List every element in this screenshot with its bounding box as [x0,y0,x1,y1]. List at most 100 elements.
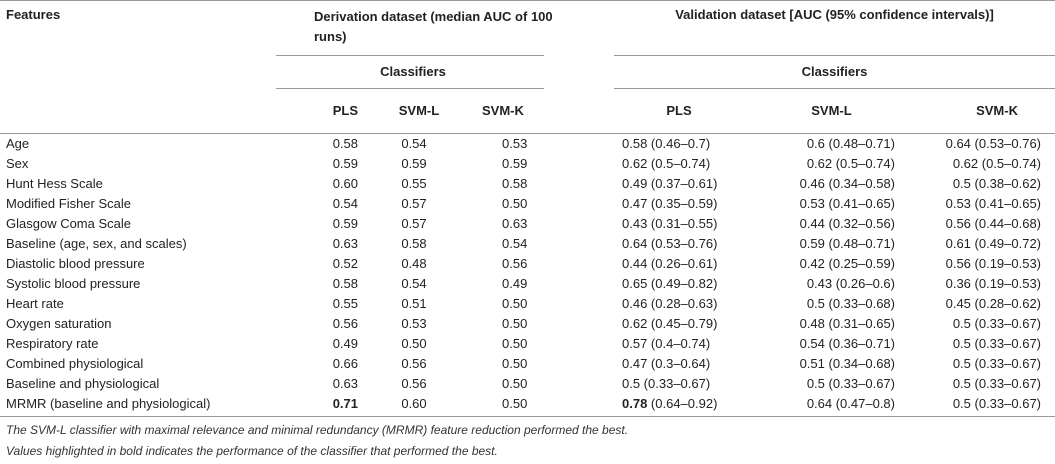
header-bottom-rule [0,133,1055,134]
feature-cell: Modified Fisher Scale [6,195,131,211]
feature-cell: Respiratory rate [6,335,99,351]
derivation-svml-cell: 0.56 [401,355,427,371]
table-bottom-rule [0,416,1055,417]
derivation-pls-cell: 0.49 [332,335,358,351]
derivation-svmk-cell: 0.53 [502,135,528,151]
validation-svml-cell: 0.59 (0.48–0.71) [799,235,895,251]
derivation-dataset-header: Derivation dataset (median AUC of 100 ru… [314,9,553,44]
table-row: MRMR (baseline and physiological) 0.71 0.6… [0,393,1055,413]
validation-svmk-cell: 0.56 (0.19–0.53) [945,255,1042,271]
table-row: Diastolic blood pressure 0.52 0.48 0.56 0.44… [0,253,1055,273]
derivation-svmk-cell: 0.59 [502,155,528,171]
validation-svmk-cell: 0.5 (0.33–0.67) [952,375,1042,391]
derivation-svml-cell: 0.58 [401,235,427,251]
table-row: Modified Fisher Scale 0.54 0.57 0.50 0.47 (0… [0,193,1055,213]
derivation-svml-cell: 0.48 [401,255,427,271]
table-row: Baseline and physiological 0.63 0.56 0.50 0.… [0,373,1055,393]
validation-svmk-cell: 0.61 (0.49–0.72) [945,235,1042,251]
derivation-classifiers-header: Classifiers [380,63,446,79]
validation-svml-cell: 0.48 (0.31–0.65) [799,315,895,331]
feature-cell: Systolic blood pressure [6,275,141,291]
derivation-svmk-cell: 0.56 [502,255,528,271]
table-row: Respiratory rate 0.49 0.50 0.50 0.57 (0.4–0.… [0,333,1055,353]
validation-svml-cell: 0.6 (0.48–0.71) [806,135,895,151]
validation-svml-header: SVM-L [811,102,852,118]
feature-cell: Combined physiological [6,355,144,371]
feature-cell: Oxygen saturation [6,315,112,331]
derivation-svml-header: SVM-L [398,102,440,118]
derivation-svml-cell: 0.53 [401,315,427,331]
derivation-svmk-cell: 0.50 [502,195,528,211]
derivation-svml-cell: 0.55 [401,175,427,191]
derivation-svml-cell: 0.50 [401,335,427,351]
derivation-pls-cell: 0.63 [332,375,358,391]
validation-pls-cell: 0.62 (0.45–0.79) [622,315,718,331]
validation-pls-header: PLS [666,102,692,118]
feature-cell: Diastolic blood pressure [6,255,145,271]
results-table: Features Derivation dataset (median AUC … [0,7,1055,413]
validation-svmk-cell: 0.56 (0.44–0.68) [945,215,1042,231]
derivation-pls-cell: 0.56 [332,315,358,331]
validation-pls-cell: 0.46 (0.28–0.63) [622,295,718,311]
validation-svml-cell: 0.44 (0.32–0.56) [799,215,895,231]
feature-cell: Baseline and physiological [6,375,160,391]
derivation-svml-cell: 0.57 [401,195,427,211]
table-row: Glasgow Coma Scale 0.59 0.57 0.63 0.43 (0.31… [0,213,1055,233]
table-row: Heart rate 0.55 0.51 0.50 0.46 (0.28–0.63) 0.… [0,293,1055,313]
validation-pls-cell: 0.5 (0.33–0.67) [622,375,711,391]
validation-svml-cell: 0.62 (0.5–0.74) [806,155,895,171]
table-row: Combined physiological 0.66 0.56 0.50 0.47 (… [0,353,1055,373]
validation-pls-cell: 0.47 (0.3–0.64) [622,355,711,371]
validation-svml-cell: 0.46 (0.34–0.58) [799,175,895,191]
derivation-svmk-cell: 0.54 [502,235,528,251]
derivation-classifiers-rule [276,55,544,56]
feature-cell: Hunt Hess Scale [6,175,103,191]
derivation-pls-cell: 0.52 [332,255,358,271]
derivation-pls-cell: 0.71 [332,395,358,411]
validation-svmk-cell: 0.5 (0.33–0.67) [952,355,1042,371]
derivation-pls-cell: 0.54 [332,195,358,211]
derivation-pls-cell: 0.58 [332,275,358,291]
features-header: Features [6,7,61,22]
table-row: Baseline (age, sex, and scales) 0.63 0.58 0… [0,233,1055,253]
feature-cell: Age [6,135,30,151]
feature-cell: Sex [6,155,29,171]
derivation-pls-cell: 0.58 [332,135,358,151]
derivation-svmk-cell: 0.58 [502,175,528,191]
confidence-interval: (0.64–0.92) [647,395,718,411]
feature-cell: Heart rate [6,295,64,311]
validation-pls-cell: 0.65 (0.49–0.82) [622,275,718,291]
validation-pls-cell: 0.62 (0.5–0.74) [622,155,711,171]
table-row: Hunt Hess Scale 0.60 0.55 0.58 0.49 (0.37–0.… [0,173,1055,193]
table-row: Systolic blood pressure 0.58 0.54 0.49 0.65 … [0,273,1055,293]
validation-svmk-cell: 0.5 (0.33–0.67) [952,335,1042,351]
validation-svml-cell: 0.51 (0.34–0.68) [799,355,895,371]
derivation-svml-cell: 0.56 [401,375,427,391]
validation-classifiers-rule [614,55,1055,56]
derivation-svmk-cell: 0.50 [502,375,528,391]
validation-pls-cell: 0.44 (0.26–0.61) [622,255,718,271]
validation-pls-cell: 0.47 (0.35–0.59) [622,195,718,211]
derivation-pls-cell: 0.66 [332,355,358,371]
table-row: Age 0.58 0.54 0.53 0.58 (0.46–0.7) 0.6 (0.48–… [0,133,1055,153]
validation-classifiers-header: Classifiers [801,63,868,79]
table-row: Oxygen saturation 0.56 0.53 0.50 0.62 (0.45–… [0,313,1055,333]
validation-pls-cell: 0.64 (0.53–0.76) [622,235,718,251]
derivation-svml-cell: 0.54 [401,275,427,291]
derivation-pls-cell: 0.59 [332,215,358,231]
derivation-svmk-cell: 0.50 [502,395,528,411]
derivation-svml-cell: 0.54 [401,135,427,151]
top-rule [0,0,1055,1]
derivation-svmk-cell: 0.50 [502,335,528,351]
validation-svmk-header: SVM-K [976,102,1018,118]
best-value-highlight: 0.78 [622,395,648,411]
validation-svml-cell: 0.54 (0.36–0.71) [799,335,895,351]
derivation-svml-cell: 0.51 [401,295,427,311]
derivation-svmk-header: SVM-K [482,102,524,118]
validation-columns-rule [614,88,1055,89]
derivation-pls-cell: 0.59 [332,155,358,171]
derivation-svmk-cell: 0.50 [502,315,528,331]
derivation-svmk-cell: 0.50 [502,355,528,371]
validation-pls-cell: 0.78 (0.64–0.92) [614,393,754,413]
